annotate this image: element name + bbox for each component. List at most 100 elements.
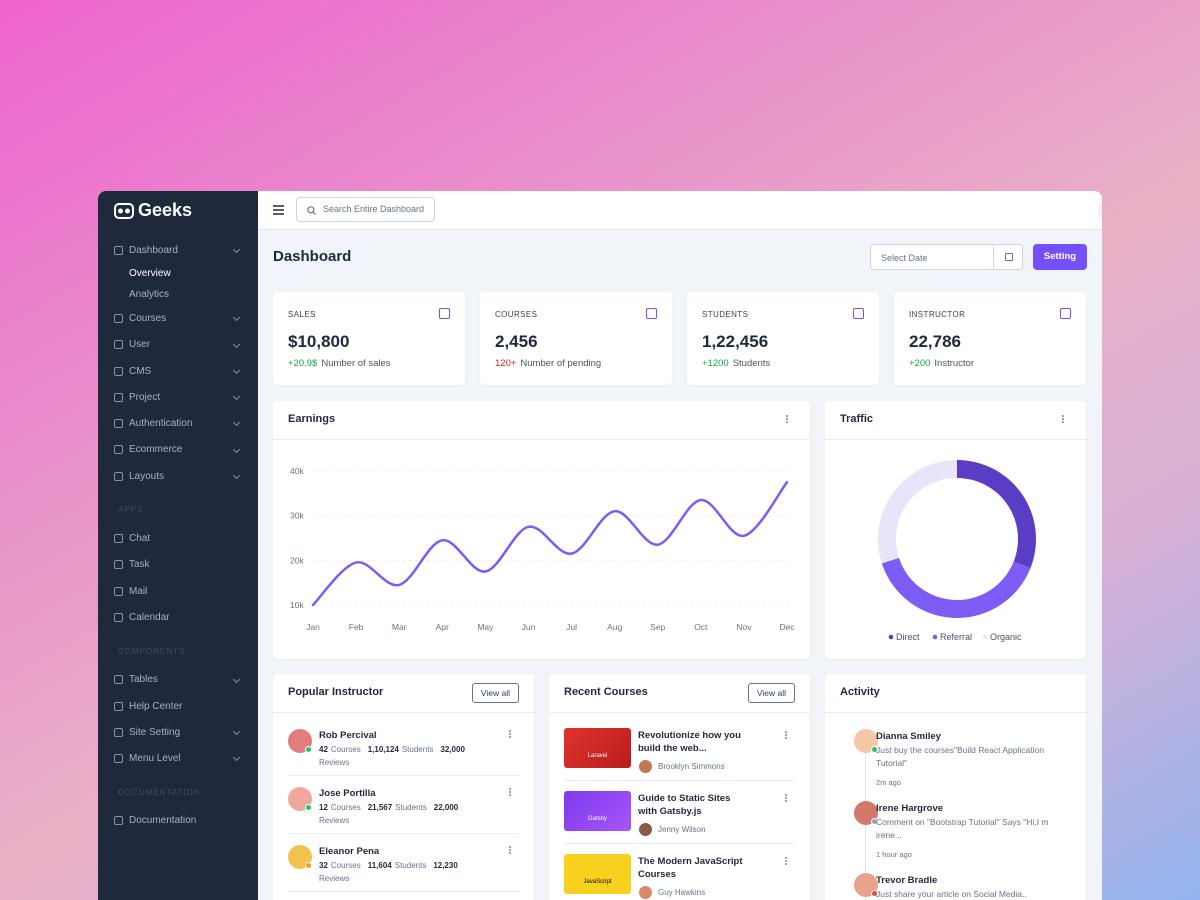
theme-toggle[interactable]: [1098, 197, 1102, 223]
stat-delta: +20.9$: [288, 358, 318, 369]
nav-label: CMS: [129, 365, 152, 377]
avatar: [288, 729, 312, 753]
status-dot: [871, 746, 878, 753]
traffic-chart: Direct Referral Organic: [878, 460, 1036, 642]
nav-icon: [114, 816, 123, 826]
course-author: Brooklyn Simmons: [658, 762, 725, 771]
row-menu[interactable]: [509, 730, 511, 732]
nav-item[interactable]: CMS: [98, 358, 258, 384]
instructor-card: Popular Instructor View all Rob Percival…: [273, 674, 534, 900]
logo: [114, 202, 134, 219]
nav-icon: [114, 675, 123, 685]
nav-subitem[interactable]: Overview: [129, 268, 171, 280]
divider: [273, 712, 534, 713]
row-menu[interactable]: [785, 857, 787, 859]
nav-item[interactable]: Site Setting: [98, 719, 258, 745]
app-window: Geeks Dashboard Overview Analytics Courses U…: [98, 191, 1102, 900]
nav-item[interactable]: Help Center: [98, 693, 258, 719]
more-menu[interactable]: [786, 415, 788, 417]
nav-item[interactable]: Layouts: [98, 463, 258, 489]
status-dot: [871, 890, 878, 897]
row-menu[interactable]: [509, 846, 511, 848]
nav-item[interactable]: Calendar: [98, 604, 258, 630]
course-author: Guy Hawkins: [658, 888, 706, 897]
stat-icon: [853, 308, 864, 319]
stat-icon: [646, 308, 657, 319]
nav-icon: [114, 754, 123, 764]
nav-label: Task: [129, 559, 150, 571]
nav-item[interactable]: Courses: [98, 305, 258, 331]
x-tick-label: Aug: [607, 622, 622, 632]
nav-subitem[interactable]: Analytics: [129, 289, 170, 301]
nav-label: Tables: [129, 674, 158, 686]
instructor-name: Rob Percival: [319, 730, 377, 741]
menu-toggle[interactable]: [273, 205, 285, 215]
status-dot: [305, 804, 312, 811]
stat-note: Number of pending: [520, 358, 602, 369]
row-menu[interactable]: [785, 794, 787, 796]
stat-label: COURSES: [495, 310, 538, 319]
nav-icon: [114, 340, 123, 350]
nav-item[interactable]: User: [98, 332, 258, 358]
setting-button[interactable]: Setting: [1033, 244, 1087, 270]
course-row: Gatsby Guide to Static Sites with Gatsby.…: [564, 781, 795, 844]
search-placeholder: Search Entire Dashboard: [323, 204, 425, 214]
activity-row: Trevor Bradle Just share your article on …: [840, 862, 1071, 900]
nav-label: Ecommerce: [129, 444, 183, 456]
nav-item[interactable]: Documentation: [98, 808, 258, 834]
card-title: Recent Courses: [564, 686, 648, 698]
nav-icon: [114, 612, 123, 622]
nav-item[interactable]: Task: [98, 552, 258, 578]
nav-item[interactable]: Menu Level: [98, 745, 258, 771]
activity-text: Comment on "Bootstrap Tutorial" Says "Hi…: [876, 817, 1049, 840]
date-picker[interactable]: Select Date: [870, 244, 1023, 270]
view-all-button[interactable]: View all: [471, 683, 519, 703]
row-menu[interactable]: [785, 731, 787, 733]
row-menu[interactable]: [509, 788, 511, 790]
nav-chevron: [232, 675, 241, 683]
courses-label: Courses: [330, 803, 361, 812]
page-title: Dashboard: [273, 248, 352, 265]
nav-item[interactable]: Chat: [98, 525, 258, 551]
card-title: Earnings: [288, 413, 336, 425]
nav-heading: COMPONENTS: [118, 646, 186, 656]
nav-item[interactable]: Mail: [98, 578, 258, 604]
more-menu[interactable]: [1062, 415, 1064, 417]
stat-note: Instructor: [934, 358, 975, 369]
nav-item[interactable]: Tables: [98, 667, 258, 693]
view-all-button[interactable]: View all: [747, 683, 795, 703]
courses: 12: [319, 803, 328, 812]
nav-label: Chat: [129, 533, 151, 545]
instructor-meta: 12 Courses 21,567 Students 22,000: [319, 801, 479, 814]
course-thumbnail: JavaScript: [564, 854, 631, 894]
search-icon: [307, 206, 316, 215]
nav-item[interactable]: Dashboard: [98, 237, 258, 263]
stat-icon: [1060, 308, 1071, 319]
stat-footer: +20.9$ Number of sales: [288, 358, 391, 369]
search-box[interactable]: Search Entire Dashboard: [296, 197, 435, 222]
earnings-chart: 10k 20k 30k 40k Jan Feb Mar Apr May Jun Jul Aug Sep O…: [290, 466, 795, 632]
stat-delta: 120+: [495, 358, 517, 369]
legend-label: Direct: [896, 632, 920, 642]
stat-card: COURSES 2,456 120+ Number of pending: [480, 292, 672, 385]
divider: [825, 712, 1086, 713]
course-thumbnail: Gatsby: [564, 791, 631, 831]
activity-text: Just buy the courses"Build React Applica…: [876, 745, 1044, 768]
students-label: Students: [395, 803, 427, 812]
x-tick-label: Jun: [522, 622, 536, 632]
x-tick-label: Nov: [736, 622, 752, 632]
nav-chevron: [232, 728, 241, 736]
course-title: Revolutionize how you build the web...: [638, 730, 741, 754]
y-tick-label: 40k: [290, 466, 304, 476]
brand[interactable]: Geeks: [114, 200, 192, 221]
nav-item[interactable]: Project: [98, 384, 258, 410]
nav-item[interactable]: Ecommerce: [98, 437, 258, 463]
nav-label: Layouts: [129, 470, 165, 482]
course-thumbnail: Laravel: [564, 728, 631, 768]
topbar: Search Entire Dashboard: [258, 191, 1102, 230]
status-dot: [305, 746, 312, 753]
thumbnail-label: JavaScript: [583, 879, 612, 885]
nav-item[interactable]: Authentication: [98, 410, 258, 436]
status-dot: [871, 818, 878, 825]
